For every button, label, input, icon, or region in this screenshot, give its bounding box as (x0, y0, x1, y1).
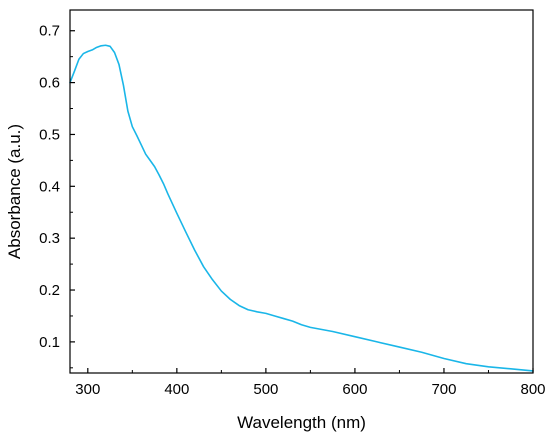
x-axis-title: Wavelength (nm) (237, 413, 366, 432)
plot-frame (69, 9, 534, 374)
x-tick-label: 500 (253, 381, 278, 398)
y-tick-label: 0.2 (39, 282, 60, 299)
x-tick-label: 300 (75, 381, 100, 398)
y-axis-ticks: 0.1 0.2 0.3 0.4 0.5 0.6 0.7 (39, 23, 75, 369)
y-tick-label: 0.4 (39, 178, 60, 195)
plot-area (69, 44, 534, 372)
x-tick-label: 400 (164, 381, 189, 398)
y-tick-label: 0.5 (39, 126, 60, 143)
absorbance-series-line (69, 44, 534, 372)
x-tick-label: 600 (342, 381, 367, 398)
x-tick-label: 700 (431, 381, 456, 398)
y-tick-label: 0.1 (39, 334, 60, 351)
x-tick-label: 800 (520, 381, 545, 398)
x-axis-ticks: 300 400 500 600 700 800 (75, 368, 546, 398)
y-tick-label: 0.3 (39, 230, 60, 247)
y-axis-title: Absorbance (a.u.) (5, 124, 24, 259)
y-tick-label: 0.7 (39, 23, 60, 40)
y-tick-label: 0.6 (39, 75, 60, 92)
